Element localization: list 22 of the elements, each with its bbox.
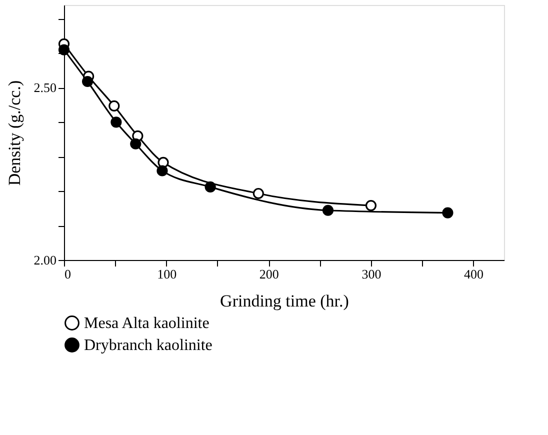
point — [156, 165, 168, 176]
point — [204, 181, 216, 192]
x-tick-label: 200 — [259, 266, 279, 282]
point — [365, 200, 377, 212]
x-tick-label: 400 — [464, 266, 484, 282]
x-tick-label: 0 — [64, 266, 71, 282]
point — [82, 76, 94, 88]
x-axis-title: Grinding time (hr.) — [220, 292, 349, 310]
point — [130, 138, 142, 150]
x-tick-label: 100 — [157, 266, 177, 282]
legend-label: Drybranch kaolinite — [84, 337, 212, 354]
point — [58, 44, 70, 56]
legend-label: Mesa Alta kaolinite — [84, 315, 210, 332]
y-tick-label: 2.00 — [34, 252, 56, 268]
point — [252, 188, 264, 200]
y-axis-title: Density (g./cc.) — [4, 80, 24, 186]
x-tick-label: 300 — [362, 266, 382, 282]
point — [110, 116, 122, 128]
point — [442, 207, 454, 218]
point — [322, 204, 334, 216]
point — [108, 100, 120, 112]
y-tick-label: 2.50 — [34, 80, 56, 96]
